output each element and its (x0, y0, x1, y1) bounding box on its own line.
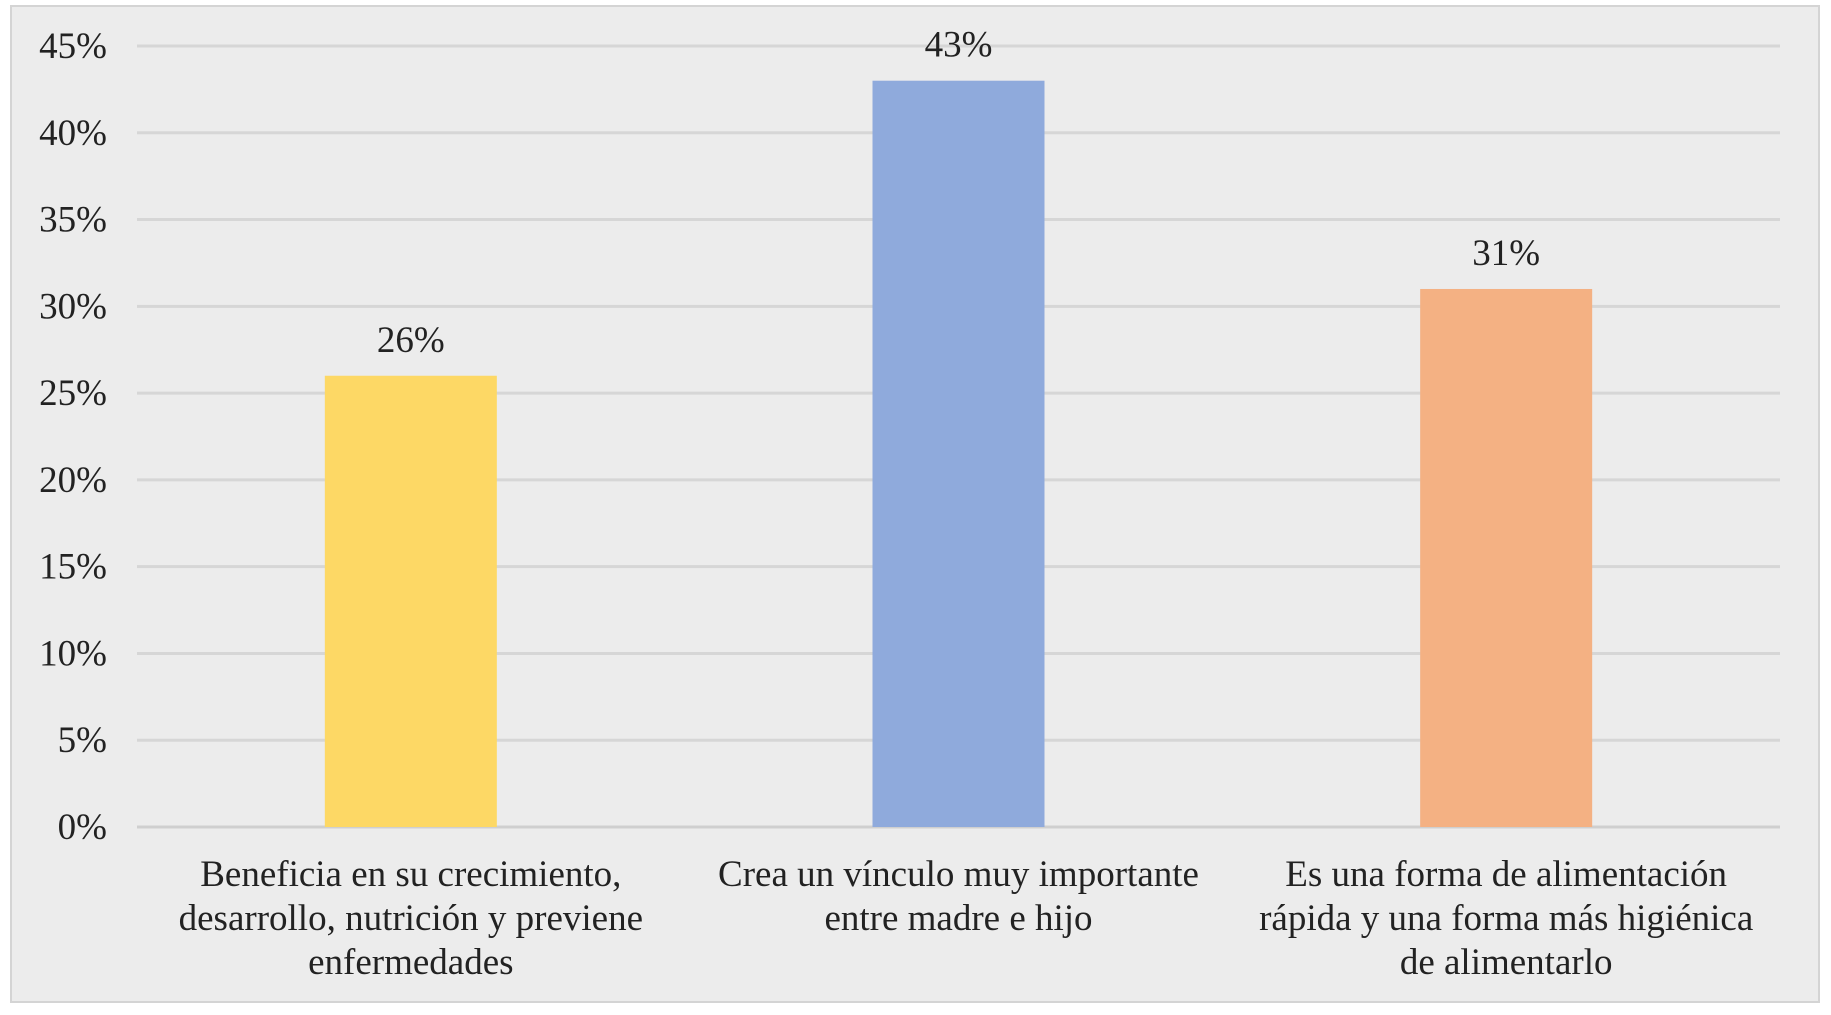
data-label: 43% (925, 25, 993, 66)
category-label: Crea un vínculo muy importante entre madr… (718, 854, 1199, 939)
bar (324, 375, 497, 827)
category-label: Es una forma de alimentación rápida y una… (1259, 854, 1753, 983)
y-tick-label: 25% (39, 373, 107, 414)
category-label-line: Es una forma de alimentación (1285, 854, 1727, 895)
y-tick-label: 0% (58, 807, 107, 848)
y-tick-label: 45% (39, 26, 107, 67)
category-label-line: Beneficia en su crecimiento, (200, 854, 621, 895)
category-label-line: rápida y una forma más higiénica (1259, 898, 1753, 939)
y-tick-label: 20% (39, 460, 107, 501)
data-label: 26% (377, 320, 445, 361)
y-tick-label: 40% (39, 113, 107, 154)
y-tick-label: 15% (39, 547, 107, 588)
y-tick-label: 30% (39, 286, 107, 327)
y-tick-label: 5% (58, 720, 107, 761)
y-tick-label: 35% (39, 200, 107, 241)
bar (872, 80, 1045, 827)
category-label-line: entre madre e hijo (824, 898, 1092, 939)
data-label: 31% (1472, 233, 1540, 274)
category-label-line: Crea un vínculo muy importante (718, 854, 1199, 895)
category-label-line: enfermedades (308, 942, 513, 983)
y-tick-label: 10% (39, 633, 107, 674)
category-label: Beneficia en su crecimiento, desarrollo, … (179, 854, 643, 983)
category-label-line: de alimentarlo (1400, 942, 1613, 983)
bar (1420, 288, 1593, 827)
category-label-line: desarrollo, nutrición y previene (179, 898, 643, 939)
